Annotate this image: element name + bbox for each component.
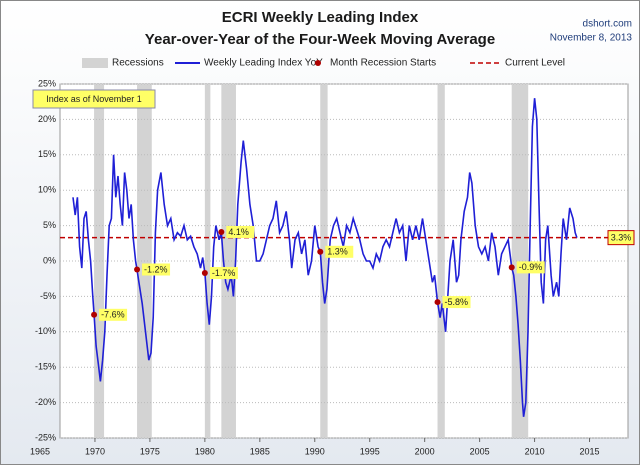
legend-label: Current Level: [505, 58, 565, 69]
series-line: [72, 98, 578, 417]
y-tick-label: 25%: [38, 78, 56, 88]
y-tick-label: -20%: [35, 397, 56, 407]
point-label: -5.8%: [445, 297, 469, 307]
point-label-box: [142, 263, 171, 276]
x-tick-label: 1975: [140, 446, 160, 456]
y-tick-label: 15%: [38, 149, 56, 159]
x-tick-label: 2000: [415, 446, 435, 456]
recession-start-point: [134, 266, 141, 273]
y-tick-label: 0%: [43, 255, 56, 265]
annotation-box: [32, 89, 156, 109]
legend-label: Recessions: [112, 58, 164, 69]
current-label: 3.3%: [611, 233, 632, 243]
y-tick-label: -25%: [35, 432, 56, 442]
recession-start-point: [218, 228, 225, 235]
y-tick-label: -10%: [35, 326, 56, 336]
y-tick-label: 10%: [38, 185, 56, 195]
recession-start-point: [508, 264, 515, 271]
x-tick-label: 2015: [580, 446, 600, 456]
point-label-box: [325, 245, 354, 258]
x-tick-label: 1995: [360, 446, 380, 456]
point-label-box: [226, 225, 255, 238]
chart-subtitle: Year-over-Year of the Four-Week Moving A…: [145, 31, 495, 48]
legend-swatch: [82, 58, 108, 68]
point-label: -1.2%: [144, 264, 168, 274]
point-label: -0.9%: [519, 262, 543, 272]
y-tick-label: 5%: [43, 220, 56, 230]
point-label: -7.6%: [101, 310, 125, 320]
current-label-box: [607, 230, 635, 246]
legend-label: Weekly Leading Index YoY: [204, 58, 323, 69]
recession-start-point: [434, 299, 441, 306]
date: November 8, 2013: [550, 33, 633, 44]
point-label: 1.3%: [327, 247, 348, 257]
point-label-box: [442, 296, 471, 309]
point-label-box: [99, 308, 128, 321]
recession-start-point: [201, 270, 208, 277]
recession-start-point: [91, 311, 98, 318]
x-tick-label: 2010: [525, 446, 545, 456]
legend-swatch: [315, 60, 321, 66]
point-label-box: [516, 261, 545, 274]
chart-title: ECRI Weekly Leading Index: [222, 9, 419, 26]
x-tick-label: 1980: [195, 446, 215, 456]
x-tick-label: 1985: [250, 446, 270, 456]
y-tick-label: 20%: [38, 114, 56, 124]
annotation: Index as of November 1: [46, 94, 142, 104]
y-tick-label: -5%: [40, 291, 56, 301]
point-label: 4.1%: [228, 227, 249, 237]
x-tick-label: 1990: [305, 446, 325, 456]
source: dshort.com: [583, 19, 632, 30]
x-tick-label: 1970: [85, 446, 105, 456]
recession-band: [320, 84, 328, 438]
point-label-box: [209, 267, 238, 280]
point-label: -1.7%: [212, 268, 236, 278]
x-tick-label: 2005: [470, 446, 490, 456]
legend-label: Month Recession Starts: [330, 58, 436, 69]
y-tick-label: -15%: [35, 362, 56, 372]
x-tick-label: 1965: [30, 446, 50, 456]
recession-start-point: [317, 248, 324, 255]
